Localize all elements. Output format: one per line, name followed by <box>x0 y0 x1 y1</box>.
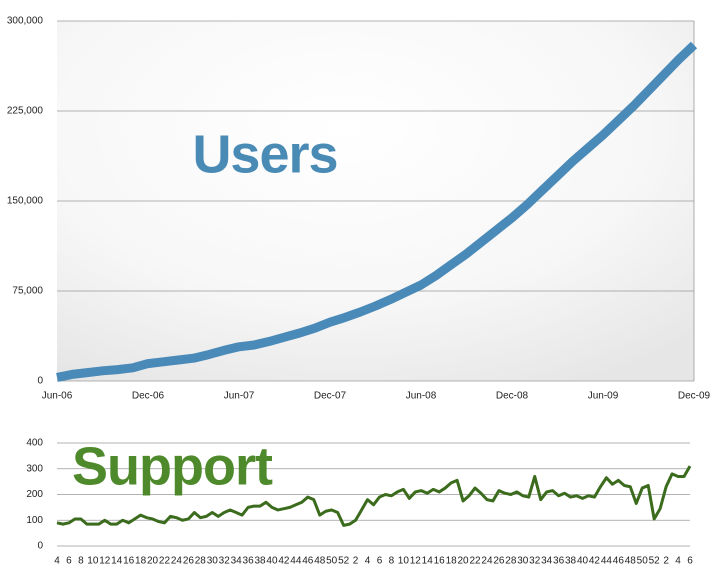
x-tick-label: 34 <box>231 556 243 567</box>
x-tick-label: 4 <box>365 556 371 567</box>
x-tick-label: 28 <box>505 556 517 567</box>
x-tick-label: 20 <box>458 556 470 567</box>
x-tick-label: 18 <box>446 556 458 567</box>
x-tick-label: 12 <box>410 556 422 567</box>
x-tick-label: 22 <box>469 556 481 567</box>
x-tick-label: 42 <box>589 556 601 567</box>
x-tick-label: Jun-06 <box>42 391 73 402</box>
y-tick-label: 300 <box>26 463 43 474</box>
x-tick-label: 44 <box>601 556 613 567</box>
x-tick-label: 2 <box>663 556 669 567</box>
x-tick-label: 42 <box>278 556 290 567</box>
x-tick-label: 10 <box>398 556 410 567</box>
y-tick-label: 0 <box>37 541 43 552</box>
x-tick-label: 38 <box>254 556 266 567</box>
x-tick-label: 14 <box>111 556 123 567</box>
x-tick-label: Dec-09 <box>678 391 711 402</box>
x-tick-label: 46 <box>302 556 314 567</box>
x-tick-label: 48 <box>625 556 637 567</box>
x-tick-label: 50 <box>326 556 338 567</box>
x-tick-label: 36 <box>243 556 255 567</box>
data-line <box>56 465 692 527</box>
y-tick-label: 0 <box>37 376 43 387</box>
x-tick-label: 46 <box>613 556 625 567</box>
x-tick-label: Dec-08 <box>496 391 529 402</box>
x-tick-label: Dec-06 <box>132 391 165 402</box>
x-tick-label: 30 <box>207 556 219 567</box>
x-tick-label: 6 <box>687 556 693 567</box>
y-tick-label: 150,000 <box>7 196 44 207</box>
x-tick-label: 16 <box>434 556 446 567</box>
x-tick-label: 8 <box>389 556 395 567</box>
x-tick-label: 10 <box>87 556 99 567</box>
x-tick-label: 24 <box>481 556 493 567</box>
x-tick-label: 34 <box>541 556 553 567</box>
x-tick-label: 48 <box>314 556 326 567</box>
x-tick-label: 30 <box>517 556 529 567</box>
chart-title: Users <box>192 124 337 184</box>
x-tick-label: 4 <box>675 556 681 567</box>
x-tick-label: 8 <box>78 556 84 567</box>
y-tick-label: 225,000 <box>7 106 44 117</box>
y-tick-label: 400 <box>26 438 43 449</box>
x-tick-label: Dec-07 <box>314 391 347 402</box>
x-tick-label: Jun-09 <box>588 391 619 402</box>
x-tick-label: 38 <box>565 556 577 567</box>
x-tick-label: 26 <box>183 556 195 567</box>
x-tick-label: 4 <box>54 556 60 567</box>
x-tick-label: 40 <box>577 556 589 567</box>
y-tick-label: 75,000 <box>12 286 43 297</box>
x-tick-label: 24 <box>171 556 183 567</box>
chart-title: Support <box>72 436 273 496</box>
x-tick-label: 32 <box>529 556 541 567</box>
x-tick-label: 16 <box>123 556 135 567</box>
x-tick-label: 52 <box>338 556 350 567</box>
x-tick-label: Jun-08 <box>406 391 437 402</box>
x-tick-label: 18 <box>135 556 147 567</box>
x-tick-label: 36 <box>553 556 565 567</box>
x-tick-label: 6 <box>377 556 383 567</box>
data-line <box>56 41 698 382</box>
x-tick-label: 52 <box>649 556 661 567</box>
x-tick-label: 26 <box>493 556 505 567</box>
x-tick-label: 20 <box>147 556 159 567</box>
x-tick-label: 14 <box>422 556 434 567</box>
x-tick-label: 2 <box>353 556 359 567</box>
x-tick-label: 6 <box>66 556 72 567</box>
x-tick-label: Jun-07 <box>224 391 255 402</box>
x-tick-label: 12 <box>99 556 111 567</box>
x-tick-label: 22 <box>159 556 171 567</box>
x-tick-label: 28 <box>195 556 207 567</box>
y-tick-label: 200 <box>26 489 43 500</box>
x-tick-label: 44 <box>290 556 302 567</box>
y-tick-label: 100 <box>26 515 43 526</box>
y-tick-label: 300,000 <box>7 16 44 27</box>
x-tick-label: 40 <box>266 556 278 567</box>
x-tick-label: 50 <box>637 556 649 567</box>
x-tick-label: 32 <box>219 556 231 567</box>
